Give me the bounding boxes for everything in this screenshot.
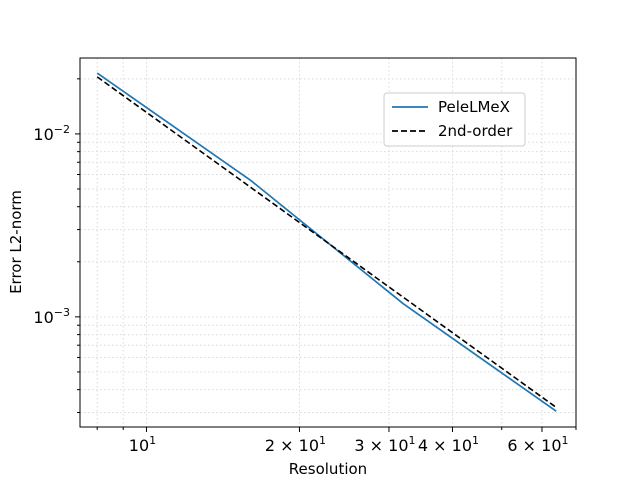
ticks: 101 2 × 101 3 × 101 4 × 101 6 × 101 10−2 10−3 [33,78,577,455]
y-axis-label: Error L2-norm [7,190,25,294]
legend-label: 2nd-order [438,122,513,140]
x-axis-label: Resolution [289,460,367,478]
x-tick-label: 101 [129,434,156,455]
legend: PeleLMeX 2nd-order [383,92,526,147]
series-line-2 [96,76,557,409]
series-layer [96,72,557,412]
x-tick-label: 2 × 101 [265,434,326,455]
plot-frame [79,57,577,428]
y-tick-label: 10−3 [33,306,70,327]
legend-label: PeleLMeX [438,98,510,116]
x-tick-label: 4 × 101 [418,434,479,455]
x-tick-label: 6 × 101 [507,434,568,455]
x-tick-label: 3 × 101 [354,434,415,455]
y-tick-label: 10−2 [33,123,70,144]
